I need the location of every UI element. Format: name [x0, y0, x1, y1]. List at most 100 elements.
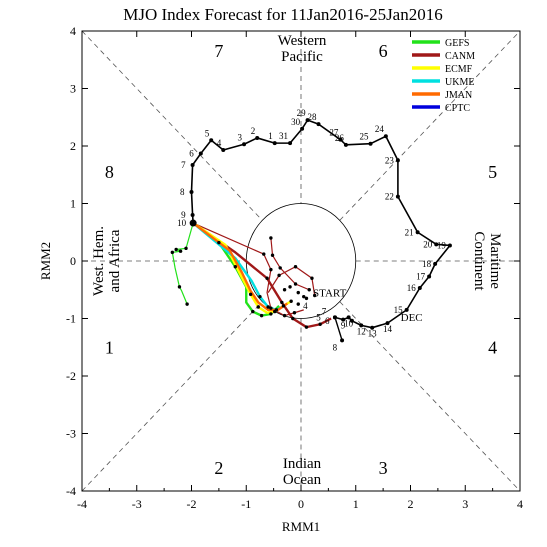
y-tick-label: -3 — [66, 427, 76, 441]
forecast-point — [293, 265, 298, 269]
region-label-bottom-line1: Indian — [283, 456, 322, 472]
forecast-point — [274, 308, 279, 312]
forecast-point — [269, 312, 273, 316]
forecast-point — [270, 253, 275, 257]
forecast-point — [233, 265, 237, 269]
series-line-gefs — [192, 222, 280, 317]
forecast-point — [185, 302, 189, 306]
phase-number-4: 4 — [488, 337, 497, 357]
forecast-point — [251, 309, 255, 314]
forecast-point — [266, 305, 270, 309]
y-tick-label: 0 — [70, 254, 76, 268]
region-label-top-line2: Pacific — [281, 49, 323, 65]
start-point-label: 7 — [322, 307, 327, 317]
observed-point — [242, 142, 247, 147]
ensemble-line — [192, 222, 304, 317]
phase-number-7: 7 — [214, 41, 223, 61]
annotation-dec: DEC — [401, 312, 423, 324]
annotation-start: START — [313, 288, 347, 300]
observed-day-label: 17 — [416, 272, 426, 282]
observed-day-label: 6 — [189, 148, 194, 158]
legend-label-ukme: UKME — [445, 77, 474, 88]
forecast-point — [307, 288, 311, 292]
observed-day-label: 2 — [251, 126, 256, 136]
observed-point — [343, 142, 348, 147]
observed-point — [316, 122, 321, 127]
legend-label-canm: CANM — [445, 51, 475, 62]
forecast-point — [304, 325, 309, 329]
forecast-point — [170, 250, 175, 255]
observed-day-label: 12 — [357, 326, 366, 336]
series-line-canm — [192, 222, 332, 329]
forecast-point — [269, 267, 273, 272]
start-point-label: 4 — [303, 301, 308, 311]
observed-track-earlier — [334, 317, 343, 341]
forecast-point — [259, 313, 264, 318]
observed-day-label: 21 — [405, 227, 414, 237]
x-tick-label: -2 — [187, 497, 197, 511]
observed-point — [338, 137, 343, 142]
phase-number-8: 8 — [105, 162, 114, 182]
forecast-point — [296, 290, 300, 295]
observed-point — [434, 242, 439, 247]
forecast-point — [248, 292, 253, 297]
phase-number-2: 2 — [214, 458, 223, 478]
observed-day-label: 7 — [181, 160, 186, 170]
observed-day-label: 8 — [333, 342, 338, 352]
phase-number-5: 5 — [488, 162, 497, 182]
observed-point — [349, 318, 354, 323]
forecast-point — [256, 305, 260, 309]
legend: GEFS CANM ECMF UKME JMAN CPTC — [412, 38, 475, 114]
observed-day-label: 24 — [375, 124, 385, 134]
observed-point — [395, 194, 400, 199]
observed-point — [433, 261, 438, 266]
region-label-bottom-line2: Ocean — [283, 472, 322, 488]
observed-day-label: 19 — [437, 240, 447, 250]
observed-day-label: 30 — [291, 117, 301, 127]
observed-point — [404, 307, 409, 312]
x-tick-label: -4 — [77, 497, 87, 511]
forecast-point — [282, 313, 287, 318]
forecast-point — [217, 240, 221, 245]
observed-point — [370, 325, 375, 330]
forecast-point — [258, 294, 262, 299]
legend-label-cptc: CPTC — [445, 103, 470, 114]
observed-point — [415, 230, 420, 235]
observed-day-label: 10 — [177, 218, 187, 228]
observed-point — [346, 315, 351, 320]
observed-point — [359, 323, 364, 328]
forecast-point — [296, 302, 300, 306]
y-tick-label: -2 — [66, 369, 76, 383]
observed-point — [198, 151, 203, 156]
y-tick-label: 3 — [70, 82, 76, 96]
observed-day-label: 22 — [385, 192, 394, 202]
observed-day-label: 31 — [279, 131, 288, 141]
observed-day-label: 18 — [422, 259, 432, 269]
observed-day-label: 10 — [344, 318, 354, 328]
x-tick-label: 0 — [298, 497, 304, 511]
y-tick-label: 2 — [70, 139, 76, 153]
observed-day-label: 20 — [423, 239, 433, 249]
observed-day-label: 25 — [360, 132, 370, 142]
region-label-right-line2: Continent — [471, 231, 487, 291]
observed-day-label: 5 — [205, 128, 210, 138]
forecast-point — [282, 288, 287, 292]
forecast-point — [304, 296, 309, 301]
chart-title: MJO Index Forecast for 11Jan2016-25Jan20… — [123, 5, 442, 24]
forecast-point — [269, 236, 273, 240]
forecast-point — [281, 304, 286, 308]
observed-day-label: 15 — [394, 305, 404, 315]
legend-label-ecmf: ECMF — [445, 64, 473, 75]
region-label-left-line1: West. Hem. — [91, 226, 107, 296]
observed-day-label: 4 — [217, 138, 222, 148]
start-point-label: 5 — [316, 312, 321, 322]
observed-point — [341, 317, 346, 322]
forecast-point — [280, 300, 284, 305]
observed-day-label: 1 — [268, 131, 273, 141]
y-tick-label: -1 — [66, 312, 76, 326]
x-tick-label: -3 — [132, 497, 142, 511]
observed-point — [288, 141, 293, 146]
observed-point — [272, 141, 277, 146]
